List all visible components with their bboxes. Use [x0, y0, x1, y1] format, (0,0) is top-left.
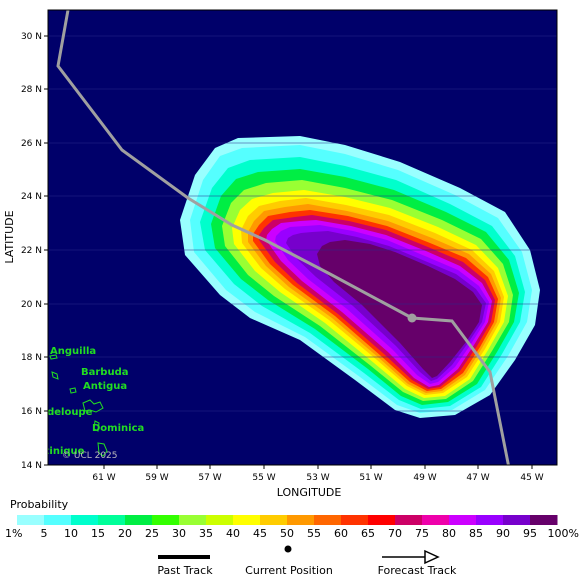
island-label-guadeloupe: Guadeloupe	[25, 407, 93, 418]
colorbar-tick-label: 55	[307, 527, 321, 540]
island-guadeloupe-shape	[82, 399, 104, 413]
y-axis-title: LATITUDE	[3, 210, 16, 263]
island-anguilla-shape	[49, 354, 58, 360]
colorbar-tick-label: 15	[91, 527, 105, 540]
colorbar-swatch	[422, 515, 450, 525]
lat-tick-label: 30 N	[21, 32, 42, 42]
colorbar-tick-label: 1%	[5, 527, 22, 540]
colorbar-tick-label: 70	[388, 527, 402, 540]
colorbar-tick-label: 100%	[548, 527, 579, 540]
colorbar-swatch	[287, 515, 315, 525]
island-martinique-shape	[97, 442, 108, 457]
island-stkitts-shape	[51, 371, 59, 380]
colorbar-tick-label: 65	[361, 527, 375, 540]
colorbar-tick-label: 30	[172, 527, 186, 540]
island-label-dominica: Dominica	[92, 423, 144, 434]
colorbar-swatch	[71, 515, 99, 525]
graticule	[48, 35, 557, 412]
colorbar-tick-label: 40	[226, 527, 240, 540]
colorbar-swatch	[206, 515, 234, 525]
lat-tick-label: 24 N	[21, 192, 42, 202]
lon-tick-label: 55 W	[252, 473, 275, 483]
lat-tick-label: 20 N	[21, 300, 42, 310]
colorbar-swatch	[530, 515, 558, 525]
map-credit: © UCL 2025	[62, 451, 118, 461]
island-label-anguilla: Anguilla	[50, 346, 96, 357]
colorbar-swatch	[476, 515, 504, 525]
colorbar-swatch	[341, 515, 369, 525]
current-position-legend-symbol	[284, 545, 292, 553]
lat-tick-label: 14 N	[21, 461, 42, 471]
probability-legend-title: Probability	[10, 498, 69, 511]
island-label-antigua: Antigua	[83, 381, 127, 392]
island-coastlines	[49, 354, 108, 457]
island-antigua-shape	[69, 387, 77, 394]
colorbar-tick-label: 20	[118, 527, 132, 540]
current-position-legend-label: Current Position	[245, 564, 333, 577]
colorbar-swatch	[152, 515, 180, 525]
past-track-line	[56, 10, 413, 320]
x-axis-title: LONGITUDE	[277, 486, 342, 499]
lon-tick-label: 61 W	[92, 473, 115, 483]
lon-tick-label: 57 W	[198, 473, 221, 483]
colorbar-tick-label: 5	[41, 527, 48, 540]
lat-tick-label: 18 N	[21, 353, 42, 363]
current-position-marker	[407, 313, 417, 323]
forecast-track-legend-symbol	[382, 549, 440, 565]
lon-tick-label: 53 W	[306, 473, 329, 483]
lon-tick-label: 51 W	[359, 473, 382, 483]
prob-band-14	[317, 240, 482, 378]
colorbar-tick-label: 10	[64, 527, 78, 540]
colorbar-tick-label: 35	[199, 527, 213, 540]
colorbar-tick-label: 85	[469, 527, 483, 540]
map-frame	[47, 9, 558, 466]
colorbar-tick-label: 90	[496, 527, 510, 540]
storm-track	[56, 10, 510, 465]
lat-tick-label: 16 N	[21, 407, 42, 417]
colorbar-swatch	[233, 515, 261, 525]
colorbar-tick-label: 45	[253, 527, 267, 540]
island-label-barbuda: Barbuda	[81, 367, 129, 378]
colorbar-tick-label: 95	[523, 527, 537, 540]
lon-tick-label: 45 W	[520, 473, 543, 483]
colorbar-swatch	[368, 515, 396, 525]
past-track-legend-label: Past Track	[157, 564, 213, 577]
colorbar-swatch	[449, 515, 477, 525]
probability-colorbar-labels: 1% 5 10 15 20 25 30 35 40 45 50 55 60 65 70 75 80 85 90 95 1…	[5, 527, 579, 540]
longitude-axis: 61 W 59 W 57 W 55 W 53 W 51 W 49 W 47 W …	[92, 465, 544, 483]
colorbar-tick-label: 80	[442, 527, 456, 540]
colorbar-swatch	[98, 515, 126, 525]
colorbar-tick-label: 60	[334, 527, 348, 540]
lon-tick-label: 47 W	[466, 473, 489, 483]
colorbar-swatch	[44, 515, 72, 525]
colorbar-swatch	[503, 515, 531, 525]
lat-tick-label: 22 N	[21, 246, 42, 256]
forecast-track-legend-label: Forecast Track	[378, 564, 457, 577]
lat-tick-label: 26 N	[21, 139, 42, 149]
colorbar-swatch	[260, 515, 288, 525]
colorbar-tick-label: 75	[415, 527, 429, 540]
island-label-martinique: Martinique	[23, 446, 85, 457]
latitude-axis: 30 N 28 N 26 N 24 N 22 N 20 N 18 N 16 N …	[21, 32, 48, 471]
island-dominica-shape	[93, 420, 100, 432]
probability-colorbar	[17, 515, 558, 525]
colorbar-swatch	[395, 515, 423, 525]
colorbar-tick-label: 25	[145, 527, 159, 540]
colorbar-swatch	[125, 515, 153, 525]
lon-tick-label: 49 W	[413, 473, 436, 483]
lat-tick-label: 28 N	[21, 85, 42, 95]
colorbar-swatch	[17, 515, 45, 525]
forecast-track-line	[411, 316, 510, 465]
lon-tick-label: 59 W	[145, 473, 168, 483]
colorbar-swatch	[314, 515, 342, 525]
colorbar-swatch	[179, 515, 207, 525]
colorbar-tick-label: 50	[280, 527, 294, 540]
